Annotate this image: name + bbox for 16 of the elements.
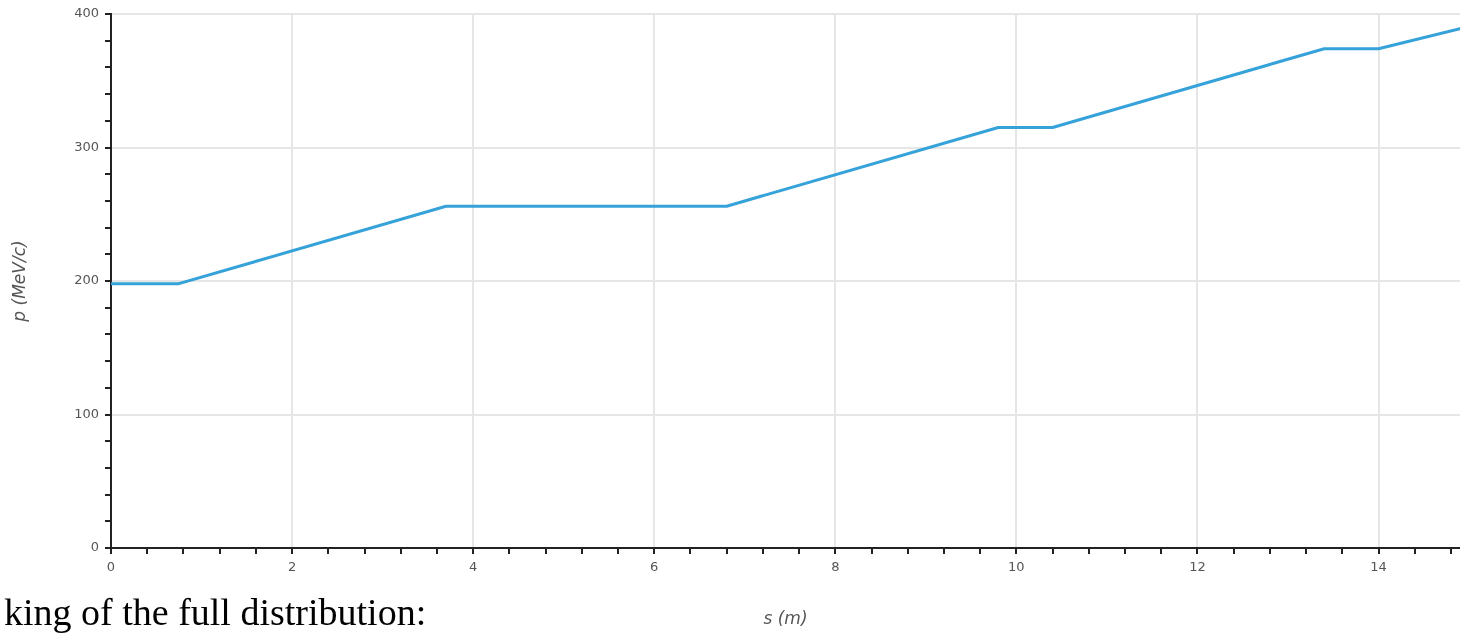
x-tick-label: 2 [287, 559, 297, 575]
x-tick-label: 0 [106, 559, 116, 575]
y-tick-label: 100 [74, 405, 99, 421]
y-tick-label: 300 [74, 138, 99, 154]
x-tick-label: 12 [1189, 559, 1206, 575]
x-tick-label: 6 [650, 559, 659, 575]
x-axis-title: s (m) [763, 608, 808, 629]
x-tick-label: 8 [831, 559, 840, 575]
y-tick-label: 400 [74, 5, 99, 21]
y-axis-title: p (MeV/c) [8, 240, 29, 323]
y-tick-label: 0 [90, 539, 99, 555]
y-tick-label: 200 [74, 272, 99, 288]
x-tick-label: 14 [1370, 559, 1387, 575]
text: king of the full distribution: [4, 591, 427, 633]
x-tick-label: 10 [1008, 559, 1025, 575]
x-tick-label: 4 [469, 559, 478, 575]
